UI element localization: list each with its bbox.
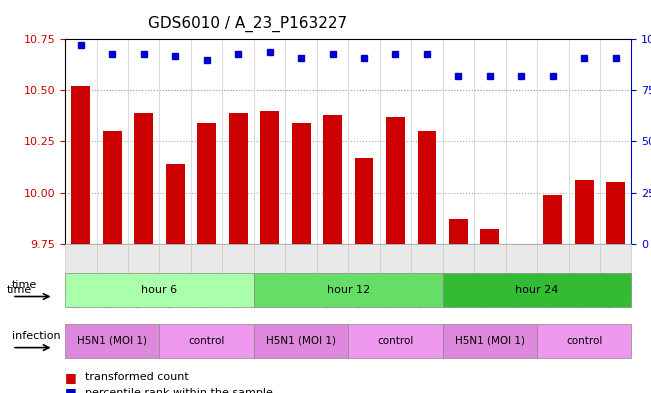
Bar [386, 117, 405, 244]
Text: transformed count: transformed count [85, 372, 188, 382]
Text: time: time [7, 285, 32, 295]
Text: time: time [12, 280, 37, 290]
Bar [575, 180, 594, 244]
Bar [417, 131, 436, 244]
Bar [512, 244, 531, 246]
Bar [480, 230, 499, 244]
Bar [166, 164, 185, 244]
Bar [292, 123, 311, 244]
Text: infection: infection [12, 331, 61, 341]
Text: GDS6010 / A_23_P163227: GDS6010 / A_23_P163227 [148, 16, 347, 32]
Text: control: control [566, 336, 602, 346]
Bar [449, 219, 468, 244]
Text: H5N1 (MOI 1): H5N1 (MOI 1) [77, 336, 147, 346]
Bar [544, 195, 562, 244]
Bar [355, 158, 374, 244]
Text: control: control [378, 336, 413, 346]
Text: control: control [189, 336, 225, 346]
Bar [134, 113, 153, 244]
Text: percentile rank within the sample: percentile rank within the sample [85, 388, 273, 393]
Bar [103, 131, 122, 244]
Bar [260, 111, 279, 244]
Text: H5N1 (MOI 1): H5N1 (MOI 1) [455, 336, 525, 346]
Bar [197, 123, 216, 244]
Bar [229, 113, 247, 244]
Text: H5N1 (MOI 1): H5N1 (MOI 1) [266, 336, 336, 346]
Text: hour 6: hour 6 [141, 285, 178, 295]
Text: ■: ■ [65, 371, 77, 384]
Bar [72, 86, 90, 244]
Text: ■: ■ [65, 386, 77, 393]
Text: hour 12: hour 12 [327, 285, 370, 295]
Bar [606, 182, 625, 244]
Bar [323, 115, 342, 244]
Text: hour 24: hour 24 [516, 285, 559, 295]
